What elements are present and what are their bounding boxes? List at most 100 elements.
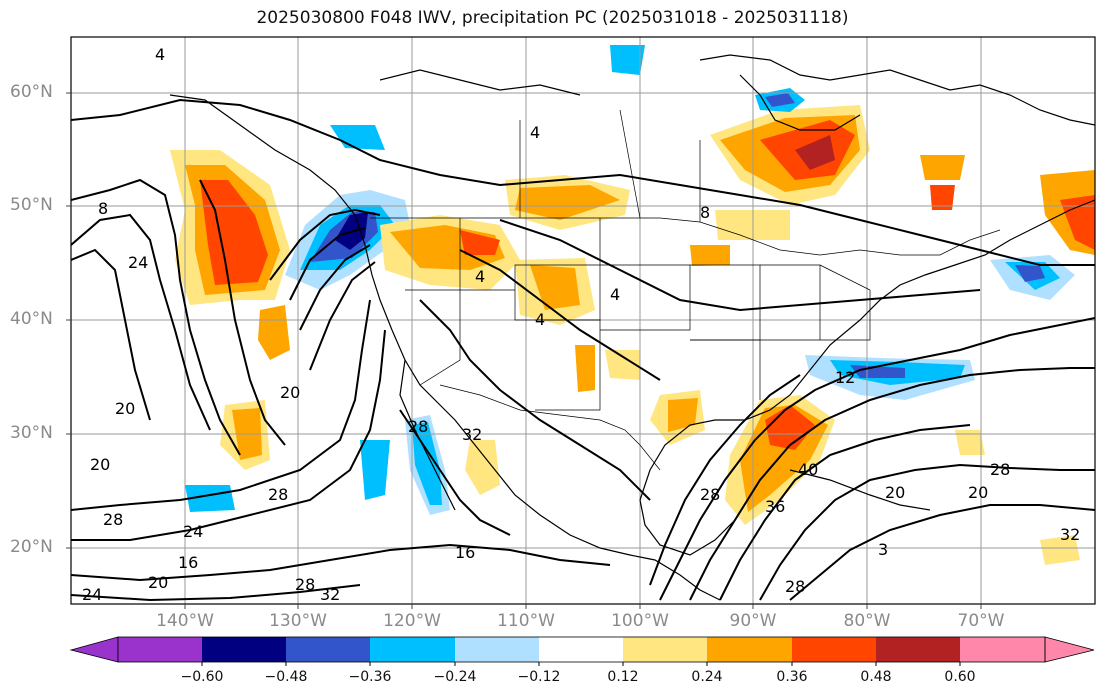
lon-label: 120°W bbox=[383, 611, 441, 631]
colorbar-low-extend bbox=[69, 636, 119, 663]
contour-label: 40 bbox=[798, 460, 818, 479]
contour-label: 16 bbox=[455, 543, 475, 562]
contour-label: 20 bbox=[90, 455, 110, 474]
contour-label: 32 bbox=[462, 425, 482, 444]
colorbar-tick-label: 0.12 bbox=[607, 669, 639, 685]
precip-fill-negative bbox=[1015, 265, 1045, 282]
contour-label: 4 bbox=[475, 267, 485, 286]
colorbar-swatch bbox=[960, 637, 1045, 662]
colorbar-tick-label: 0.60 bbox=[944, 669, 976, 685]
precip-fill-positive bbox=[668, 398, 698, 432]
colorbar-tick-label: 0.48 bbox=[860, 669, 892, 685]
precip-fill-positive bbox=[460, 230, 500, 255]
colorbar-tick-label: −0.48 bbox=[264, 669, 308, 685]
contour-label: 28 bbox=[103, 510, 123, 529]
contour-label: 20 bbox=[885, 483, 905, 502]
colorbar-high-extend bbox=[1044, 636, 1095, 663]
contour-labels: 4 8 24 20 20 28 24 16 20 28 32 24 28 20 … bbox=[82, 45, 1080, 604]
colorbar-tick-label: −0.60 bbox=[180, 669, 224, 685]
precip-fill-positive bbox=[955, 430, 985, 455]
lat-label: 50°N bbox=[10, 195, 53, 215]
contour-label: 28 bbox=[700, 485, 720, 504]
colorbar-tick-label: 0.24 bbox=[691, 669, 723, 685]
contour-label: 24 bbox=[82, 585, 102, 604]
contour-label: 4 bbox=[535, 310, 545, 329]
lon-label: 130°W bbox=[269, 611, 327, 631]
colorbar-tick-label: 0.36 bbox=[776, 669, 808, 685]
precip-fill-positive bbox=[690, 245, 730, 266]
contour-label: 3 bbox=[878, 540, 888, 559]
precip-fill-negative bbox=[765, 93, 795, 107]
precip-fill-positive bbox=[515, 185, 620, 220]
contour-label: 4 bbox=[155, 45, 165, 64]
colorbar-swatch bbox=[792, 637, 876, 662]
colorbar-tick-label: −0.12 bbox=[517, 669, 561, 685]
precip-fill-negative bbox=[610, 45, 645, 75]
colorbar-border bbox=[117, 636, 1046, 663]
colorbar-swatch bbox=[707, 637, 792, 662]
contour-label: 12 bbox=[835, 368, 855, 387]
precip-fill-positive bbox=[258, 305, 290, 360]
precip-fill-positive bbox=[465, 440, 500, 495]
precip-fill-positive bbox=[795, 135, 835, 170]
contour-label: 24 bbox=[128, 253, 148, 272]
precip-fill-positive bbox=[1060, 195, 1095, 250]
colorbar-swatch bbox=[623, 637, 707, 662]
contour-label: 36 bbox=[765, 497, 785, 516]
map-title: 2025030800 F048 IWV, precipitation PC (2… bbox=[256, 8, 849, 28]
precip-fill-positive bbox=[920, 155, 965, 180]
colorbar-tick-label: −0.24 bbox=[433, 669, 477, 685]
precip-fill-positive bbox=[605, 350, 640, 380]
contour-label: 24 bbox=[183, 522, 203, 541]
contour-label: 8 bbox=[700, 203, 710, 222]
colorbar-swatch bbox=[539, 637, 623, 662]
contour-label: 16 bbox=[178, 553, 198, 572]
axis-ticks bbox=[66, 92, 982, 609]
colorbar-swatch bbox=[876, 637, 960, 662]
lat-label: 30°N bbox=[10, 423, 53, 443]
precip-fill-negative bbox=[330, 125, 385, 150]
lat-label: 60°N bbox=[10, 82, 53, 102]
contour-label: 20 bbox=[115, 399, 135, 418]
contour-label: 28 bbox=[268, 485, 288, 504]
lon-label: 140°W bbox=[156, 611, 214, 631]
lon-label: 70°W bbox=[957, 611, 1005, 631]
political-borders bbox=[370, 109, 1001, 471]
contour-label: 8 bbox=[98, 199, 108, 218]
lon-label: 80°W bbox=[843, 611, 891, 631]
precip-fill-positive bbox=[530, 265, 580, 310]
lon-label: 110°W bbox=[497, 611, 555, 631]
lat-label: 20°N bbox=[10, 537, 53, 557]
contour-label: 4 bbox=[610, 285, 620, 304]
iwv-contours bbox=[71, 98, 1095, 602]
colorbar-swatch bbox=[202, 637, 286, 662]
contour-label: 28 bbox=[408, 417, 428, 436]
precip-fill-positive bbox=[575, 345, 595, 392]
graticule bbox=[71, 37, 1095, 604]
colorbar-swatch bbox=[286, 637, 370, 662]
contour-label: 32 bbox=[320, 585, 340, 604]
precip-fill-negative bbox=[412, 422, 442, 505]
coastlines bbox=[169, 54, 1095, 601]
colorbar-swatch bbox=[370, 637, 455, 662]
colorbar-tick-label: −0.36 bbox=[348, 669, 392, 685]
colorbar-swatch bbox=[455, 637, 539, 662]
colorbar-swatch bbox=[118, 637, 202, 662]
contour-label: 28 bbox=[295, 575, 315, 594]
precip-fill-negative bbox=[185, 485, 235, 512]
contour-label: 28 bbox=[785, 577, 805, 596]
contour-label: 4 bbox=[530, 123, 540, 142]
lat-label: 40°N bbox=[10, 309, 53, 329]
contour-label: 20 bbox=[968, 483, 988, 502]
precip-fill-positive bbox=[930, 185, 955, 210]
colorbar bbox=[69, 636, 1095, 666]
lon-label: 100°W bbox=[611, 611, 669, 631]
contour-label: 20 bbox=[280, 383, 300, 402]
contour-label: 28 bbox=[990, 460, 1010, 479]
lon-label: 90°W bbox=[729, 611, 777, 631]
contour-label: 20 bbox=[148, 573, 168, 592]
precip-fill-negative bbox=[360, 440, 390, 500]
precip-fill-positive bbox=[1040, 535, 1080, 565]
contour-label: 32 bbox=[1060, 525, 1080, 544]
